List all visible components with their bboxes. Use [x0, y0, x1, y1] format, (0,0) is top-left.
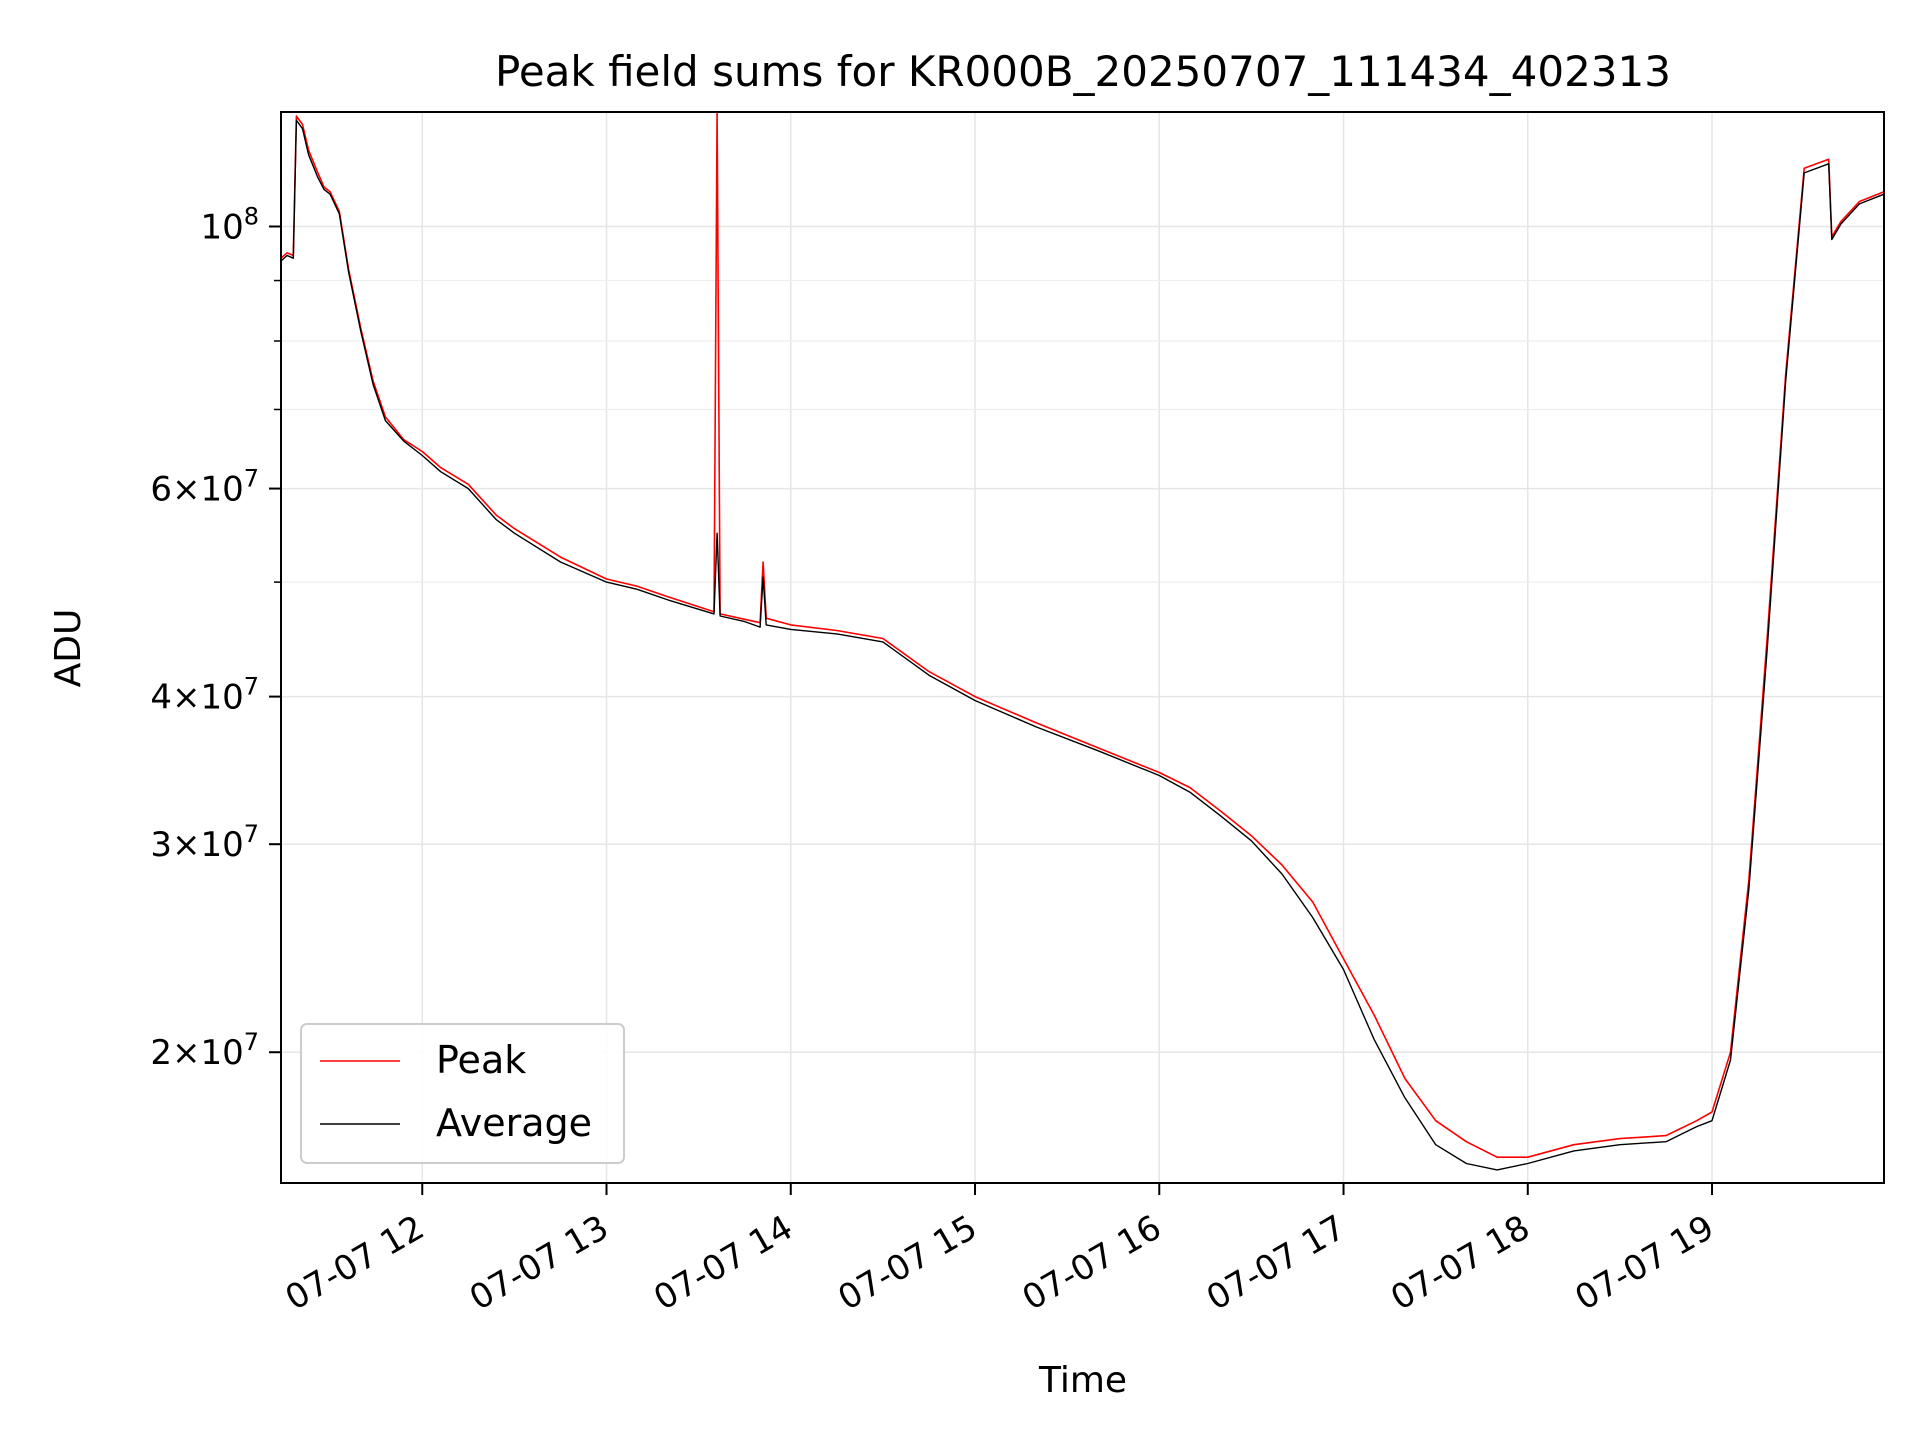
y-axis: 2×107 3×107 4×107 6×107 108: [150, 202, 281, 1073]
legend-box: [300, 1023, 625, 1164]
x-axis-label: Time: [1038, 1360, 1127, 1401]
x-tick-label: 07-07 16: [1016, 1208, 1168, 1319]
y-tick-label: 3×107: [150, 820, 259, 865]
x-tick-label: 07-07 17: [1200, 1208, 1352, 1319]
y-tick-label: 2×107: [150, 1028, 259, 1073]
series-line-average: [280, 119, 1885, 1171]
legend-label-average: Average: [436, 1101, 592, 1145]
plot-lines: [280, 111, 1885, 1171]
grid-lines: [281, 112, 1884, 1183]
x-tick-label: 07-07 19: [1569, 1208, 1721, 1319]
x-tick-label: 07-07 12: [279, 1208, 431, 1319]
legend[interactable]: Peak Average: [300, 1023, 625, 1164]
y-axis-label: ADU: [48, 609, 89, 688]
x-tick-label: 07-07 13: [463, 1208, 615, 1319]
x-tick-label: 07-07 15: [832, 1208, 984, 1319]
chart-title: Peak field sums for KR000B_20250707_1114…: [495, 47, 1671, 96]
x-tick-label: 07-07 14: [647, 1208, 799, 1319]
x-tick-label: 07-07 18: [1384, 1208, 1536, 1319]
x-axis: 07-07 12 07-07 13 07-07 14 07-07 15 07-07 16…: [279, 1183, 1721, 1319]
series-line-peak: [280, 111, 1885, 1158]
legend-label-peak: Peak: [436, 1038, 526, 1082]
plot-frame: [280, 111, 1885, 1184]
y-tick-label: 6×107: [150, 465, 259, 510]
y-tick-label: 108: [200, 202, 259, 247]
y-tick-label: 4×107: [150, 673, 259, 718]
